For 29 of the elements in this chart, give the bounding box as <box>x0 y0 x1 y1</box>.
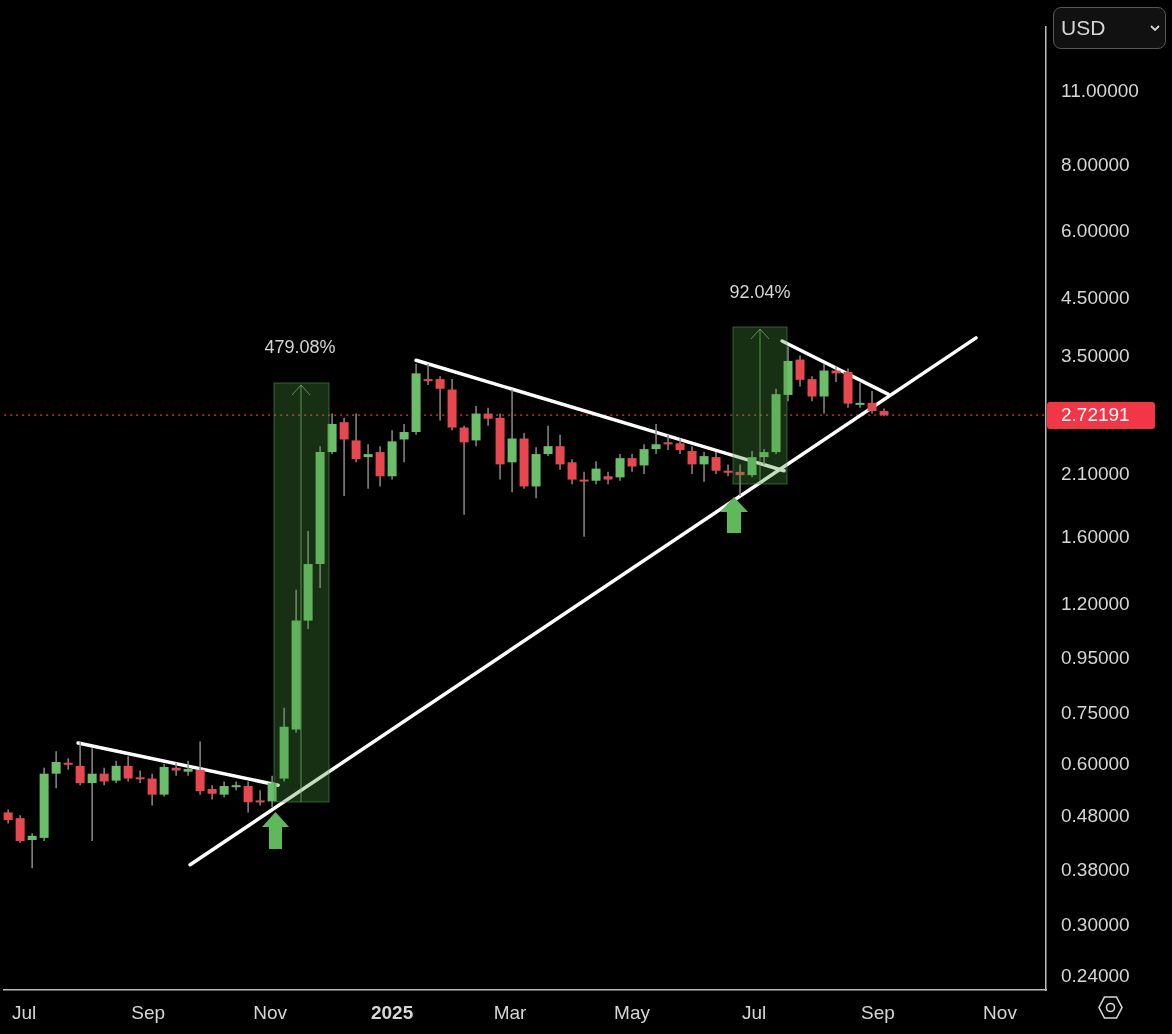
y-tick-label: 8.00000 <box>1061 153 1130 175</box>
y-tick-label: 0.30000 <box>1061 913 1130 935</box>
annotation: 92.04% <box>729 281 791 302</box>
ref-line-label: 2.72191 <box>1061 404 1130 426</box>
x-tick-label: Sep <box>131 1001 166 1023</box>
y-tick-label: 1.60000 <box>1061 526 1130 548</box>
currency-dropdown: USD <box>1053 7 1166 49</box>
x-tick-label: May <box>614 1001 651 1023</box>
y-tick-label: 3.50000 <box>1061 345 1130 367</box>
y-tick-label: 0.75000 <box>1061 701 1130 723</box>
y-tick-label: 2.10000 <box>1061 463 1130 485</box>
x-tick-label: Nov <box>253 1001 288 1023</box>
y-tick-label: 11.00000 <box>1061 80 1139 102</box>
y-tick-label: 0.60000 <box>1061 753 1130 775</box>
y-tick-label: 6.00000 <box>1061 220 1130 242</box>
y-tick-label: 0.95000 <box>1061 646 1130 668</box>
y-tick-label: 4.50000 <box>1061 287 1130 308</box>
y-tick-label: 0.38000 <box>1061 859 1130 880</box>
y-tick-label: 0.24000 <box>1061 965 1130 987</box>
x-tick-label: Sep <box>861 1001 895 1023</box>
x-tick-label: Jul <box>741 1001 767 1023</box>
annotation: 479.08% <box>264 336 336 357</box>
x-tick-label: Mar <box>493 1001 528 1023</box>
y-tick-label: 1.20000 <box>1061 592 1130 614</box>
x-tick-label: 2025 <box>370 1001 414 1023</box>
y-axis-title: USD <box>1061 16 1106 40</box>
y-tick-label: 0.48000 <box>1061 804 1130 826</box>
x-tick-label: Nov <box>983 1001 1018 1023</box>
x-tick-label: Jul <box>12 1001 37 1023</box>
